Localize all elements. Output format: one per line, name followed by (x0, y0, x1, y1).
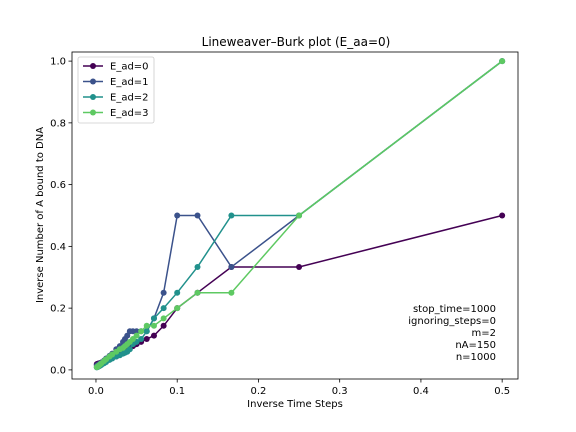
y-axis: 0.0 0.2 0.4 0.6 0.8 1.0 (50, 57, 72, 376)
y-tick-label: 0.6 (50, 180, 66, 191)
y-tick-label: 0.4 (50, 242, 66, 253)
legend-label: E_ad=1 (110, 77, 149, 88)
annotation-line: nA=150 (455, 340, 496, 351)
x-tick-label: 0.2 (250, 386, 266, 397)
x-tick-label: 0.1 (169, 386, 185, 397)
legend-marker (90, 94, 96, 100)
data-point (499, 212, 506, 219)
data-point (499, 58, 506, 65)
data-point (174, 212, 181, 219)
data-point (228, 289, 235, 296)
plot-frame (71, 51, 519, 380)
legend-label: E_ad=2 (110, 93, 149, 104)
legend-box (77, 56, 155, 124)
data-point (126, 328, 133, 335)
y-tick-label: 0.0 (50, 365, 66, 376)
x-axis-label: Inverse Time Steps (247, 399, 343, 410)
legend-item: E_ad=2 (83, 93, 149, 104)
series-e-ad-3 (93, 58, 506, 371)
data-point (160, 315, 167, 322)
data-point (143, 336, 150, 343)
data-point (194, 289, 201, 296)
data-point (296, 263, 303, 270)
data-point (93, 364, 100, 371)
legend-item: E_ad=0 (83, 62, 149, 73)
y-tick-label: 1.0 (50, 57, 66, 68)
y-axis-label: Inverse Number of A bound to DNA (35, 127, 46, 303)
series-line (96, 214, 503, 365)
data-point (143, 328, 150, 335)
data-point (138, 328, 145, 335)
data-point (194, 263, 201, 270)
data-point (296, 212, 303, 219)
plot-area (93, 58, 506, 371)
legend-marker (90, 78, 96, 85)
annotation-line: ignoring_steps=0 (408, 316, 496, 327)
data-point (160, 289, 167, 296)
chart-title: Lineweaver–Burk plot (E_aa=0) (202, 35, 391, 49)
legend-item: E_ad=1 (83, 77, 149, 88)
x-tick-label: 0.0 (88, 386, 104, 397)
x-tick-label: 0.5 (494, 386, 510, 397)
y-tick-label: 0.2 (50, 304, 66, 315)
data-point (174, 289, 181, 296)
data-point (160, 322, 167, 329)
data-point (160, 305, 167, 312)
legend: E_ad=0 E_ad=1 E_ad=2 E_ad=3 (77, 56, 155, 124)
data-point (143, 322, 150, 329)
y-tick-label: 0.8 (50, 118, 66, 129)
legend-item: E_ad=3 (83, 108, 149, 119)
series-e-ad-0 (93, 212, 506, 368)
data-point (150, 332, 157, 339)
legend-label: E_ad=3 (110, 108, 149, 119)
legend-label: E_ad=0 (110, 62, 149, 73)
legend-marker (90, 109, 96, 116)
legend-marker (90, 63, 96, 69)
data-point (174, 305, 181, 312)
x-axis: 0.0 0.1 0.2 0.3 0.4 0.5 (88, 379, 510, 397)
data-point (150, 315, 157, 322)
parameter-annotation: stop_time=1000ignoring_steps=0m=2nA=150n… (408, 304, 496, 363)
data-point (228, 212, 235, 219)
data-point (194, 212, 201, 219)
x-tick-label: 0.3 (332, 386, 348, 397)
x-tick-label: 0.4 (413, 386, 429, 397)
data-point (228, 263, 235, 270)
data-point (150, 322, 157, 329)
annotation-line: n=1000 (456, 352, 496, 363)
annotation-line: stop_time=1000 (413, 304, 496, 315)
annotation-line: m=2 (472, 328, 496, 339)
data-point (138, 336, 145, 343)
